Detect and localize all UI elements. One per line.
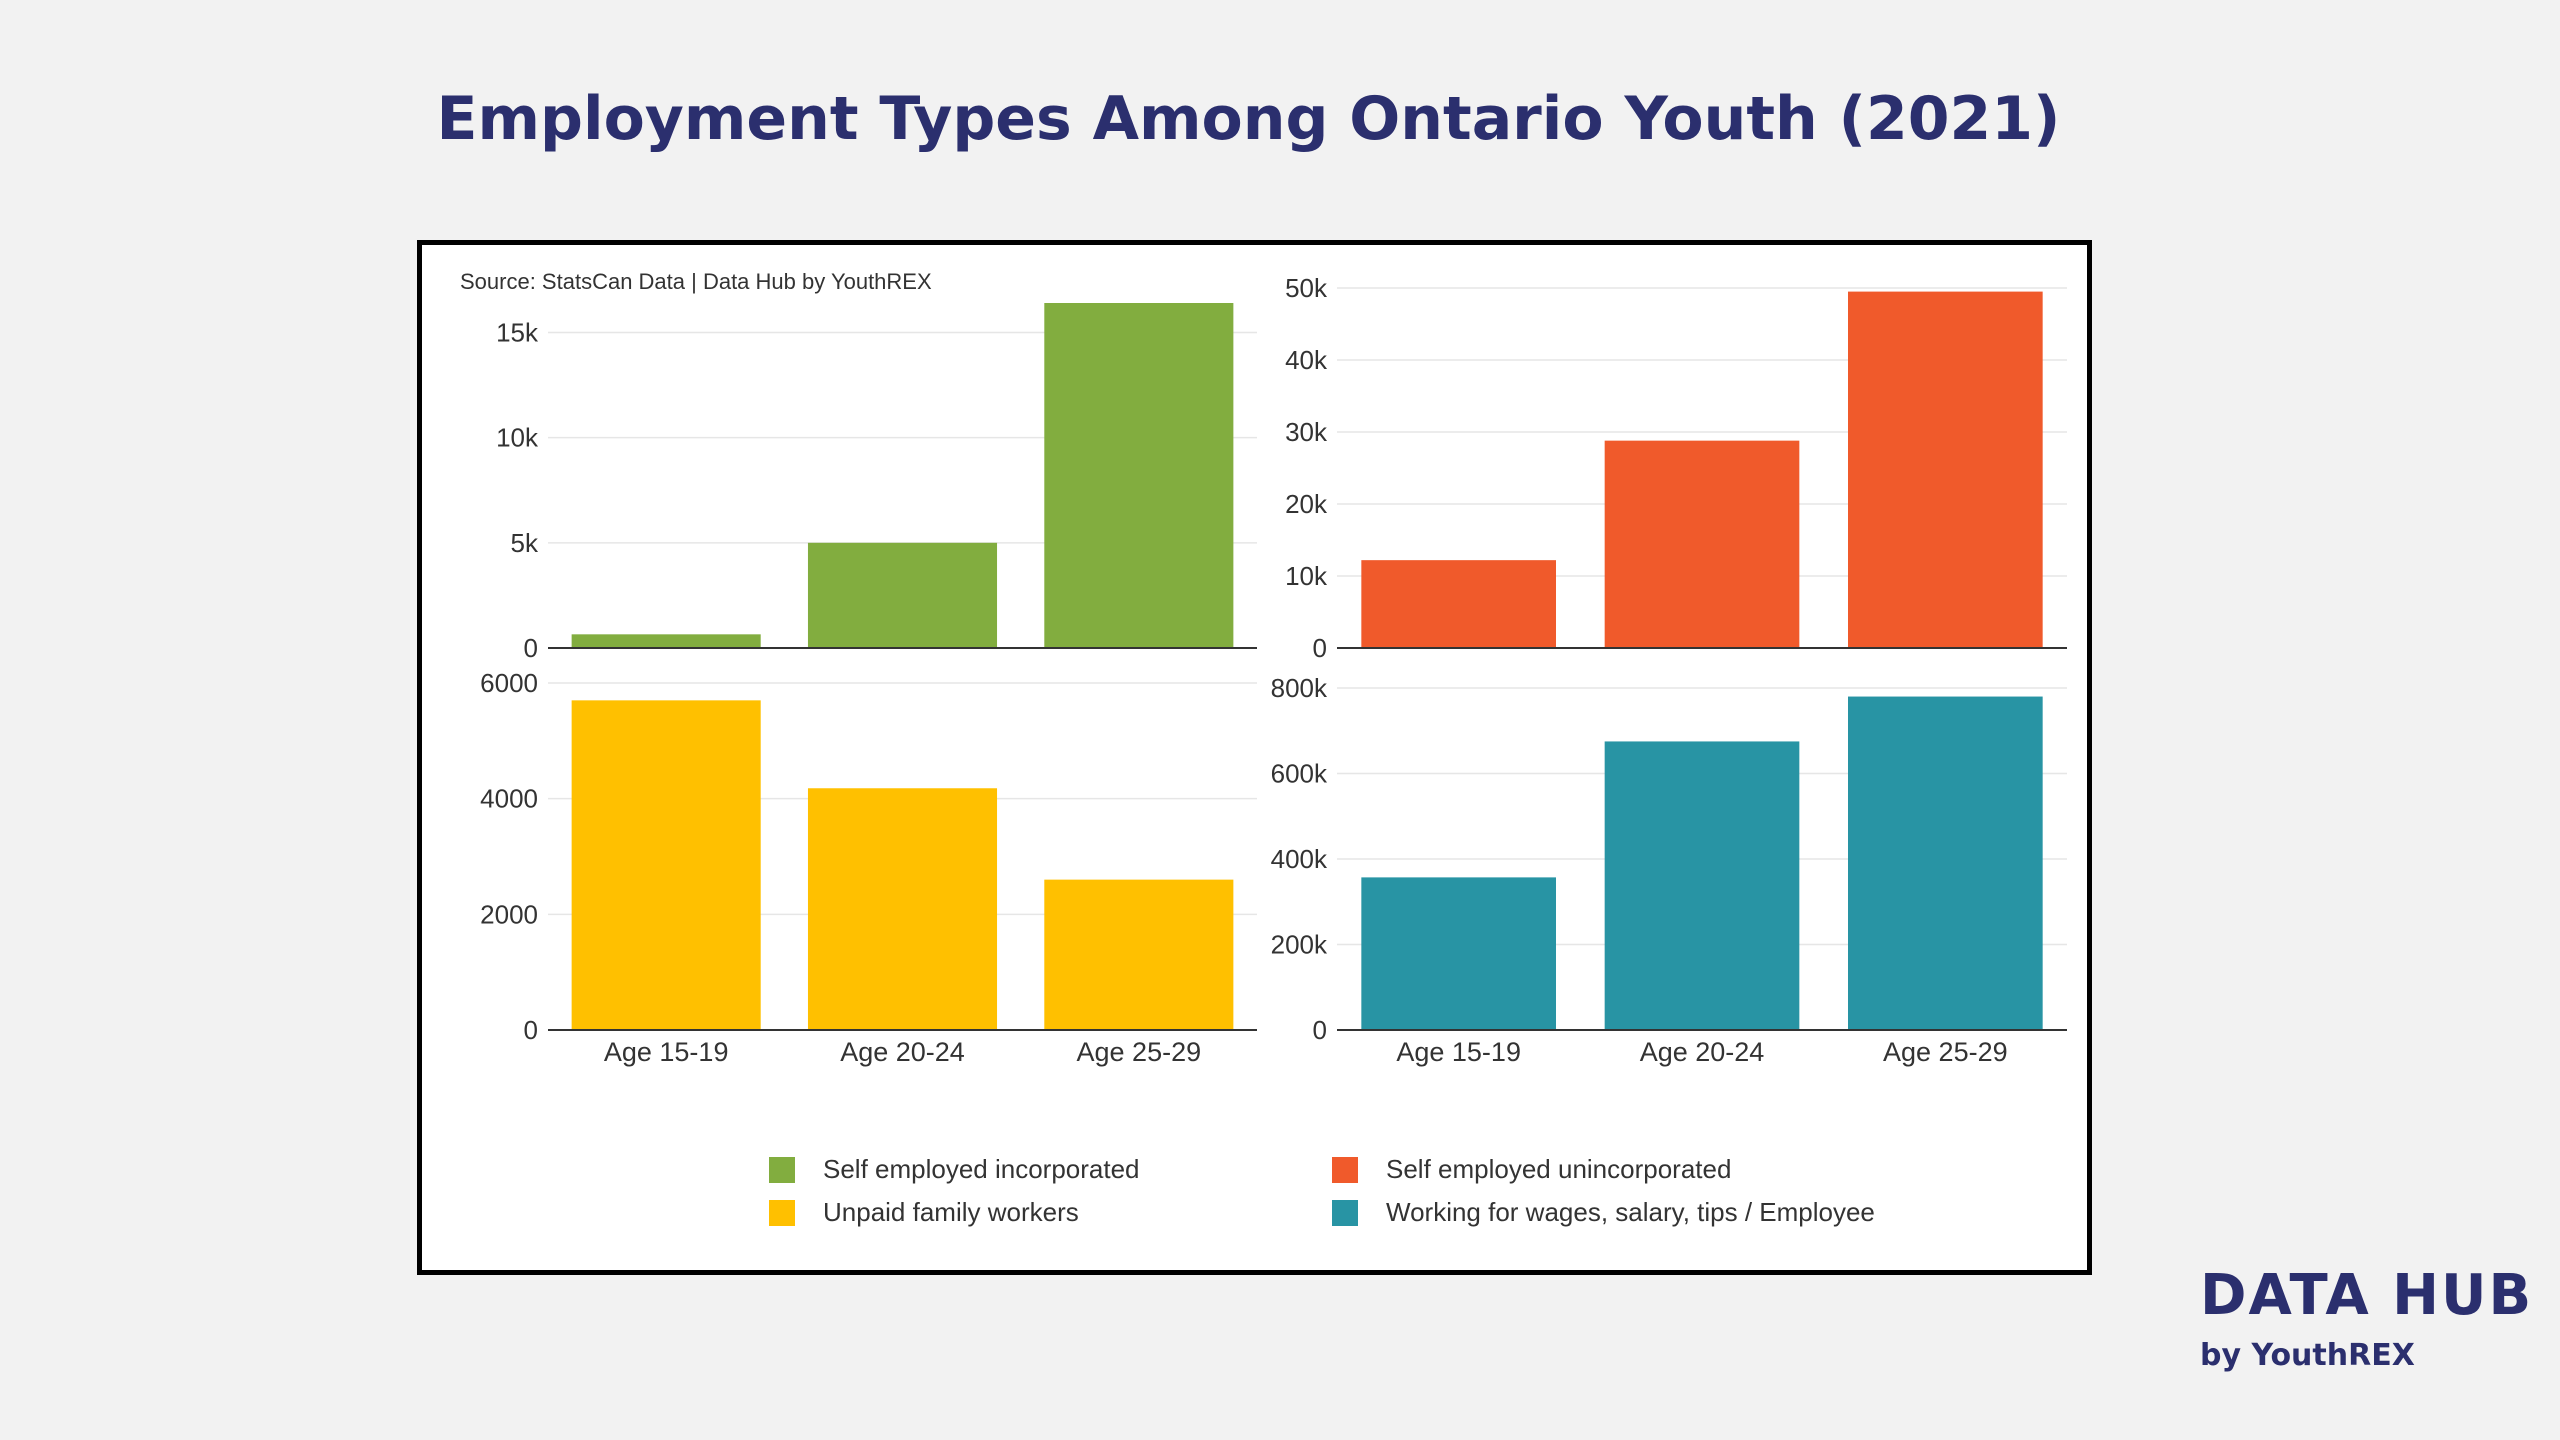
y-tick-label: 5k (511, 528, 539, 558)
bar (1044, 879, 1234, 1030)
brand-name: DATA HUB (2200, 1263, 2534, 1328)
y-tick-label: 0 (524, 1015, 538, 1045)
x-tick-label: Age 15-19 (604, 1037, 729, 1067)
y-tick-label: 200k (1271, 930, 1328, 960)
bar (571, 700, 761, 1030)
bar (1044, 303, 1234, 648)
bar (1604, 440, 1800, 648)
page-title: Employment Types Among Ontario Youth (20… (436, 84, 2061, 154)
source-note: Source: StatsCan Data | Data Hub by Yout… (460, 269, 932, 294)
bar (1361, 877, 1556, 1030)
y-tick-label: 600k (1271, 759, 1328, 789)
y-tick-label: 20k (1285, 489, 1328, 519)
chart-grid: 0 5k 10k 15k 0 10k 20k 30k 40k 50k 0 2000 4000 6000 Ag… (480, 273, 2067, 1067)
bar (807, 788, 998, 1030)
y-tick-label: 15k (496, 317, 539, 347)
y-tick-label: 0 (524, 633, 538, 663)
y-tick-label: 40k (1285, 345, 1328, 375)
y-tick-label: 800k (1271, 673, 1328, 703)
y-tick-label: 400k (1271, 844, 1328, 874)
x-tick-label: Age 25-29 (1883, 1037, 2008, 1067)
brand-tagline: by YouthREX (2200, 1338, 2415, 1373)
y-tick-label: 0 (1313, 1015, 1327, 1045)
y-tick-label: 0 (1313, 633, 1327, 663)
bar (807, 542, 998, 648)
bar (1848, 291, 2043, 648)
y-tick-label: 2000 (480, 899, 538, 929)
x-tick-label: Age 25-29 (1077, 1037, 1202, 1067)
x-tick-label: Age 20-24 (1640, 1037, 1765, 1067)
bar (1848, 696, 2043, 1030)
bar (571, 634, 761, 648)
y-tick-label: 10k (496, 423, 539, 453)
x-tick-label: Age 15-19 (1396, 1037, 1521, 1067)
bar (1361, 560, 1556, 648)
y-tick-label: 50k (1285, 273, 1328, 303)
y-tick-label: 10k (1285, 561, 1328, 591)
bar (1604, 741, 1800, 1030)
x-tick-label: Age 20-24 (840, 1037, 965, 1067)
brand-logo: DATA HUB by YouthREX (2200, 1263, 2534, 1374)
y-tick-label: 30k (1285, 417, 1328, 447)
y-tick-label: 4000 (480, 784, 538, 814)
chart-frame: Source: StatsCan Data | Data Hub by Yout… (417, 240, 2092, 1275)
y-tick-label: 6000 (480, 668, 538, 698)
